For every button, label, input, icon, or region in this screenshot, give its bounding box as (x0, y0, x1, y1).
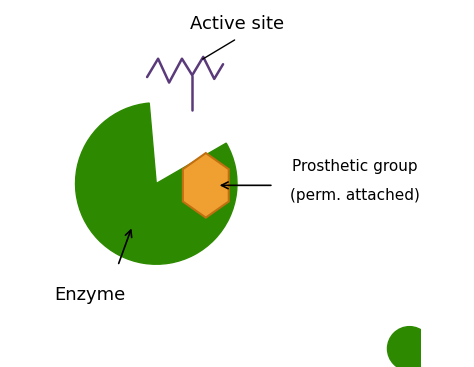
Wedge shape (75, 103, 237, 264)
Text: Enzyme: Enzyme (55, 286, 126, 305)
Polygon shape (183, 153, 229, 218)
Text: Prosthetic group: Prosthetic group (292, 160, 417, 174)
Text: (perm. attached): (perm. attached) (290, 188, 419, 203)
Text: Active site: Active site (190, 15, 284, 33)
Circle shape (387, 327, 431, 367)
